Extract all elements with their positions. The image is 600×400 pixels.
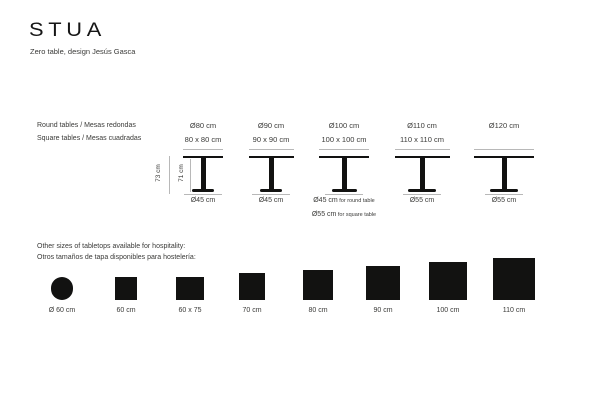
hospitality-shape-label: 80 cm [308, 307, 328, 314]
table-base [191, 189, 215, 192]
tabletop-dimension-line [474, 149, 534, 150]
base-dimension-line [184, 194, 222, 195]
tabletop-size-label-square: 90 x 90 cm [252, 135, 290, 144]
hospitality-shape-label: 60 cm [116, 307, 136, 314]
base-size-qualifier: for round table [337, 198, 375, 204]
height-dimension-label-total: 73 cm [155, 164, 162, 182]
tabletop-size-label-round: Ø80 cm [189, 121, 217, 130]
hospitality-tabletop-shape [50, 277, 74, 300]
base-size-label: Ø55 cm [367, 197, 477, 205]
hospitality-title-es: Otros tamaños de tapa disponibles para h… [37, 254, 196, 261]
brand-logo: STUA [29, 19, 106, 41]
base-size-label: Ø45 cm for round table [289, 197, 399, 205]
hospitality-shape-label: Ø 60 cm [48, 307, 76, 314]
tabletop-size-label-square: 80 x 80 cm [184, 135, 222, 144]
row-label-round-tables: Round tables / Mesas redondas [37, 122, 136, 129]
base-dimension-line [485, 194, 523, 195]
hospitality-tabletop-shape [302, 269, 334, 300]
base-dimension-line [252, 194, 290, 195]
tabletop-dimension-line [319, 149, 369, 150]
tabletop-size-label-round: Ø90 cm [257, 121, 285, 130]
hospitality-tabletop-shape [493, 258, 535, 300]
base-size-value: Ø45 cm [190, 197, 216, 204]
height-dimension-label-under-top: 71 cm [178, 164, 185, 182]
table-base [331, 189, 357, 192]
hospitality-shape-label: 100 cm [436, 307, 460, 314]
tabletop-dimension-line [394, 149, 450, 150]
base-size-label: Ø55 cm [449, 197, 559, 205]
base-size-label: Ø45 cm [216, 197, 326, 205]
tabletop-size-label-square: 110 x 110 cm [400, 135, 444, 144]
table-column [268, 157, 274, 190]
height-dimension-line-under-top [190, 159, 191, 192]
base-dimension-line [325, 194, 363, 195]
tabletop-size-label-round: Ø100 cm [328, 121, 360, 130]
hospitality-tabletop-shape [238, 273, 266, 300]
tabletop-size-label-square: 100 x 100 cm [321, 135, 367, 144]
hospitality-tabletop-shape [429, 262, 467, 300]
base-size-qualifier: for square table [336, 212, 377, 218]
table-base [408, 189, 436, 192]
base-size-value: Ø55 cm [311, 211, 337, 218]
hospitality-tabletop-shape [365, 265, 401, 300]
hospitality-shape-label: 70 cm [242, 307, 262, 314]
base-size-label: Ø45 cm [148, 197, 258, 205]
hospitality-shape-label: 110 cm [502, 307, 526, 314]
tabletop-dimension-line [248, 149, 294, 150]
hospitality-tabletop-shape [175, 277, 205, 300]
table-column [419, 157, 425, 190]
hospitality-shape-label: 90 cm [373, 307, 393, 314]
table-base [490, 189, 518, 192]
tabletop-size-label-round: Ø120 cm [488, 121, 520, 130]
base-size-value: Ø45 cm [258, 197, 284, 204]
table-column [200, 157, 206, 190]
base-size-value: Ø55 cm [491, 197, 517, 204]
table-base [259, 189, 283, 192]
tabletop-dimension-line [183, 149, 223, 150]
base-size-label: Ø55 cm for square table [289, 211, 399, 219]
base-size-value: Ø45 cm [313, 197, 338, 204]
hospitality-shape-label: 60 x 75 [178, 307, 202, 314]
product-subtitle: Zero table, design Jesús Gasca [30, 47, 136, 56]
height-dimension-line-total [169, 156, 170, 194]
table-column [501, 157, 507, 190]
base-size-value: Ø55 cm [409, 197, 435, 204]
hospitality-tabletop-shape [114, 277, 138, 300]
table-column [341, 157, 347, 190]
base-dimension-line [403, 194, 441, 195]
hospitality-title-en: Other sizes of tabletops available for h… [37, 243, 186, 250]
tabletop-size-label-round: Ø110 cm [407, 121, 437, 130]
row-label-square-tables: Square tables / Mesas cuadradas [37, 135, 142, 142]
